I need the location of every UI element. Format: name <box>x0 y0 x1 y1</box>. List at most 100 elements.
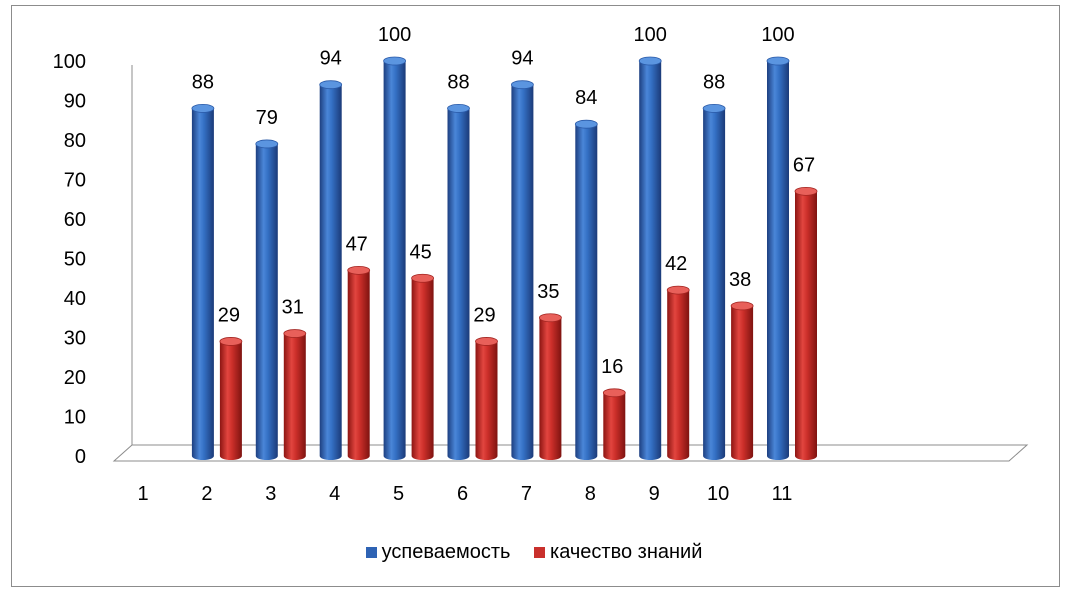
data-label: 100 <box>634 24 667 46</box>
legend-item-series-0: успеваемость <box>365 541 511 564</box>
legend-label: качество знаний <box>550 541 703 563</box>
x-tick-label: 8 <box>585 483 596 505</box>
bar-body <box>383 61 406 460</box>
data-label: 45 <box>409 241 431 263</box>
bar-body <box>511 84 534 460</box>
bar <box>219 337 243 460</box>
y-tick-label: 50 <box>64 249 86 271</box>
y-tick-label: 90 <box>64 91 86 113</box>
data-label: 100 <box>761 24 794 46</box>
bar-top <box>766 56 790 66</box>
bar <box>511 80 534 460</box>
bar-top <box>219 337 243 346</box>
data-label: 88 <box>192 71 214 93</box>
chart-floor <box>112 444 1029 462</box>
bar-body <box>767 61 789 460</box>
bar-top <box>730 301 754 311</box>
data-label: 35 <box>537 281 559 303</box>
bar <box>539 313 562 460</box>
data-label: 47 <box>346 233 368 255</box>
x-tick-label: 10 <box>707 483 729 505</box>
x-tick-label: 5 <box>393 483 404 505</box>
bar-top <box>319 80 343 90</box>
data-label: 94 <box>320 48 342 70</box>
bar <box>255 139 279 460</box>
bar-top <box>638 56 662 66</box>
y-tick-label: 20 <box>64 367 86 389</box>
legend-item-series-1: качество знаний <box>534 541 702 564</box>
bar <box>730 301 754 460</box>
bar-body <box>603 392 626 460</box>
bar <box>666 285 690 460</box>
y-tick-label: 30 <box>64 328 86 350</box>
data-label: 38 <box>729 269 751 291</box>
data-label: 31 <box>282 297 304 319</box>
bar-top <box>447 104 470 113</box>
bar-body <box>255 143 278 460</box>
bar <box>702 104 726 461</box>
x-tick-label: 1 <box>137 483 148 505</box>
bar-body <box>347 270 370 460</box>
bar <box>602 388 626 460</box>
data-label: 100 <box>378 24 411 46</box>
data-label: 94 <box>511 48 533 70</box>
legend: успеваемость качество знаний <box>0 541 1068 564</box>
bar-body <box>319 84 342 460</box>
data-label: 16 <box>601 356 623 378</box>
y-tick-label: 70 <box>64 170 86 192</box>
bar-body <box>191 108 214 461</box>
chart-frame <box>11 5 1060 587</box>
bar-top <box>511 80 534 90</box>
data-labels: 88 79 94 100 88 94 84 100 88 100 29 31 47 45 29 35 16 42 3… <box>192 24 815 378</box>
bar-body <box>575 124 598 460</box>
bar-top <box>283 329 307 338</box>
bar-top <box>411 273 435 283</box>
bar-top <box>574 119 598 129</box>
bar-top <box>347 265 371 275</box>
bar <box>475 337 498 460</box>
x-tick-label: 7 <box>521 483 532 505</box>
bar <box>319 80 343 460</box>
legend-swatch <box>534 547 545 558</box>
data-label: 29 <box>473 304 495 326</box>
bar-body <box>411 278 434 460</box>
data-label: 84 <box>575 87 597 109</box>
bar <box>411 273 435 460</box>
bar-top <box>666 285 690 295</box>
bar <box>574 119 598 460</box>
bar-body <box>731 305 754 460</box>
y-tick-label: 100 <box>53 51 86 73</box>
x-tick-label: 4 <box>329 483 340 505</box>
bar <box>794 186 818 460</box>
bar-top <box>794 186 818 196</box>
legend-label: успеваемость <box>381 541 511 563</box>
bar-body <box>447 108 470 461</box>
bar-top <box>383 56 407 66</box>
y-tick-label: 80 <box>64 130 86 152</box>
bar-body <box>795 191 817 460</box>
data-label: 88 <box>703 71 725 93</box>
y-tick-label: 10 <box>64 407 86 429</box>
bar <box>347 265 371 460</box>
x-tick-label: 3 <box>265 483 276 505</box>
bar-body <box>475 341 498 460</box>
bar <box>638 56 662 460</box>
bar-top <box>255 139 279 149</box>
bar-body <box>283 333 306 460</box>
bar-body <box>219 341 242 460</box>
bar-top <box>702 104 726 113</box>
bar-body <box>667 290 690 460</box>
bar-top <box>191 104 215 113</box>
bar-body <box>639 61 662 460</box>
data-label: 88 <box>447 71 469 93</box>
bar <box>766 56 790 460</box>
bar-top <box>475 337 498 346</box>
x-tick-label: 9 <box>649 483 660 505</box>
legend-swatch <box>365 547 377 558</box>
x-tick-label: 2 <box>201 483 212 505</box>
y-tick-label: 60 <box>64 209 86 231</box>
bar <box>447 104 470 461</box>
y-tick-label: 0 <box>75 446 86 468</box>
bars <box>191 56 818 461</box>
